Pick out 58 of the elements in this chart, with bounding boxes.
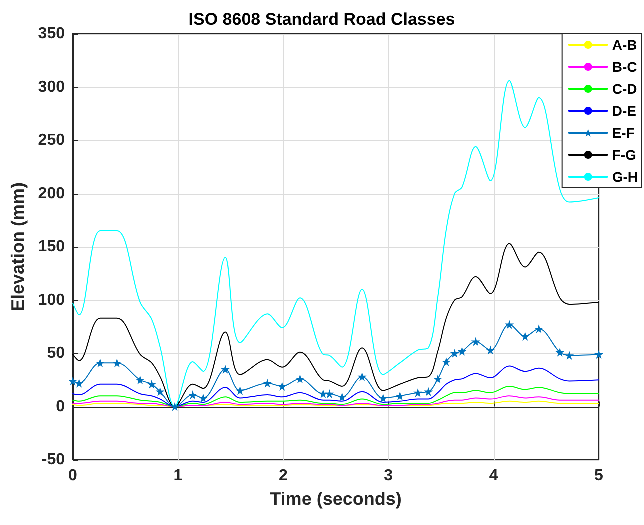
point	[358, 372, 367, 382]
x-tick-label: 2	[278, 468, 288, 484]
point	[534, 324, 544, 334]
point	[338, 392, 347, 402]
legend-label: E-F	[612, 125, 636, 141]
x-axis-title: Time (seconds)	[270, 489, 402, 509]
point	[188, 390, 198, 400]
x-tick-label: 5	[594, 468, 604, 484]
legend-label: C-D	[612, 81, 638, 97]
y-tick-label: 200	[38, 185, 66, 202]
legend-label: F-G	[612, 147, 637, 163]
point	[565, 351, 574, 360]
point	[458, 346, 467, 356]
y-tick-label: 100	[38, 292, 66, 309]
legend-label: B-C	[612, 59, 638, 75]
point	[74, 378, 84, 388]
y-tick-label: 50	[47, 345, 66, 362]
point	[414, 388, 423, 398]
legend-label: D-E	[612, 103, 636, 119]
point	[424, 387, 434, 396]
point	[236, 386, 245, 396]
point	[136, 376, 145, 385]
y-tick-label: -50	[42, 452, 66, 468]
point	[594, 350, 604, 360]
point	[520, 332, 530, 341]
x-tick-label: 4	[489, 468, 498, 484]
point	[68, 376, 78, 386]
point	[318, 389, 328, 398]
point	[378, 394, 388, 403]
point	[505, 320, 514, 330]
y-axis-title: Elevation (mm)	[8, 182, 28, 312]
point	[112, 358, 122, 368]
x-tick-label: 1	[174, 468, 183, 484]
y-tick-label: 350	[38, 26, 66, 42]
chart-title: ISO 8608 Standard Road Classes	[188, 10, 456, 29]
point	[263, 378, 272, 388]
y-tick-label: 250	[38, 132, 66, 149]
legend-label: A-B	[612, 37, 638, 53]
point	[170, 402, 180, 412]
point	[221, 364, 230, 374]
y-tick-label: 150	[38, 238, 66, 256]
point	[434, 374, 443, 384]
legend-label: G-H	[612, 169, 638, 185]
y-tick-label: 300	[38, 78, 66, 96]
x-tick-label: 3	[384, 468, 394, 484]
point	[147, 380, 156, 389]
point	[96, 358, 105, 368]
point	[471, 337, 480, 346]
point	[442, 358, 451, 367]
y-tick-label: 0	[56, 398, 66, 416]
point	[486, 346, 496, 355]
point	[156, 387, 165, 396]
point	[296, 374, 305, 384]
point	[450, 349, 460, 358]
x-tick-label: 0	[68, 468, 78, 484]
point	[325, 389, 334, 398]
point	[198, 394, 208, 403]
point	[556, 348, 565, 357]
